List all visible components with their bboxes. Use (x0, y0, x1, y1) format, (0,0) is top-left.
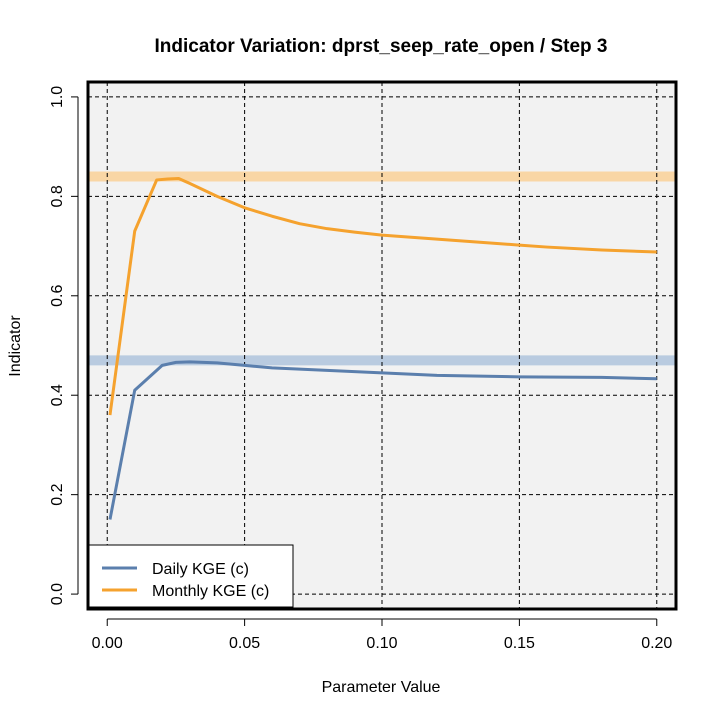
series-lines (108, 176, 657, 520)
y-tick-label-1: 0.2 (49, 483, 66, 505)
y-tick-label-0: 0.0 (49, 583, 66, 605)
series-line-0 (108, 360, 657, 520)
x-tick-label-2: 0.10 (366, 635, 397, 652)
y-axis-label: Indicator (7, 315, 24, 377)
y-tick-label-3: 0.6 (49, 285, 66, 307)
legend-box (88, 544, 294, 608)
legend-entry-daily: Daily KGE (c) (152, 561, 249, 578)
x-axis: 0.00 0.05 0.10 0.15 0.20 (92, 618, 672, 652)
x-tick-label-3: 0.15 (504, 635, 535, 652)
x-tick-label-1: 0.05 (229, 635, 260, 652)
legend: Daily KGE (c) Monthly KGE (c) (88, 544, 294, 608)
series-line-1 (108, 176, 657, 416)
x-tick-label-4: 0.20 (641, 635, 672, 652)
y-tick-label-5: 1.0 (49, 86, 66, 108)
y-tick-label-2: 0.4 (49, 384, 66, 406)
plot-frame (86, 80, 678, 611)
x-tick-label-0: 0.00 (92, 635, 123, 652)
chart-title: Indicator Variation: dprst_seep_rate_ope… (155, 36, 608, 57)
x-axis-label: Parameter Value (322, 679, 441, 696)
y-axis: 0.0 0.2 0.4 0.6 0.8 1.0 (49, 86, 79, 605)
legend-entry-monthly: Monthly KGE (c) (152, 583, 269, 600)
y-tick-label-4: 0.8 (49, 185, 66, 207)
